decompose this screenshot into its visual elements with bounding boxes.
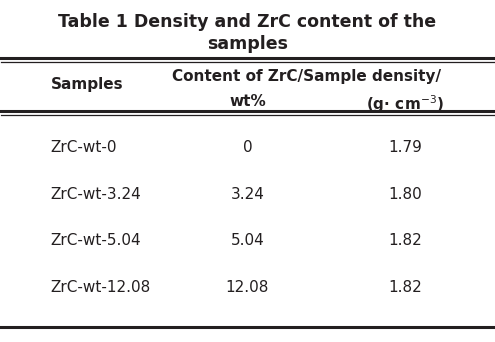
Text: ZrC-wt-3.24: ZrC-wt-3.24 xyxy=(50,187,142,201)
Text: ZrC-wt-0: ZrC-wt-0 xyxy=(50,140,117,155)
Text: (g· cm$^{-3}$): (g· cm$^{-3}$) xyxy=(366,94,444,115)
Text: ZrC-wt-5.04: ZrC-wt-5.04 xyxy=(50,233,141,248)
Text: 12.08: 12.08 xyxy=(226,280,269,295)
Text: Table 1 Density and ZrC content of the: Table 1 Density and ZrC content of the xyxy=(58,13,437,31)
Text: samples: samples xyxy=(207,35,288,53)
Text: 0: 0 xyxy=(243,140,252,155)
Text: wt%: wt% xyxy=(229,94,266,109)
Text: 1.80: 1.80 xyxy=(388,187,422,201)
Text: 1.82: 1.82 xyxy=(388,280,422,295)
Text: Samples: Samples xyxy=(50,77,123,92)
Text: 1.82: 1.82 xyxy=(388,233,422,248)
Text: ZrC-wt-12.08: ZrC-wt-12.08 xyxy=(50,280,151,295)
Text: 5.04: 5.04 xyxy=(231,233,264,248)
Text: Content of ZrC/Sample density/: Content of ZrC/Sample density/ xyxy=(172,69,441,84)
Text: 3.24: 3.24 xyxy=(231,187,264,201)
Text: 1.79: 1.79 xyxy=(388,140,422,155)
